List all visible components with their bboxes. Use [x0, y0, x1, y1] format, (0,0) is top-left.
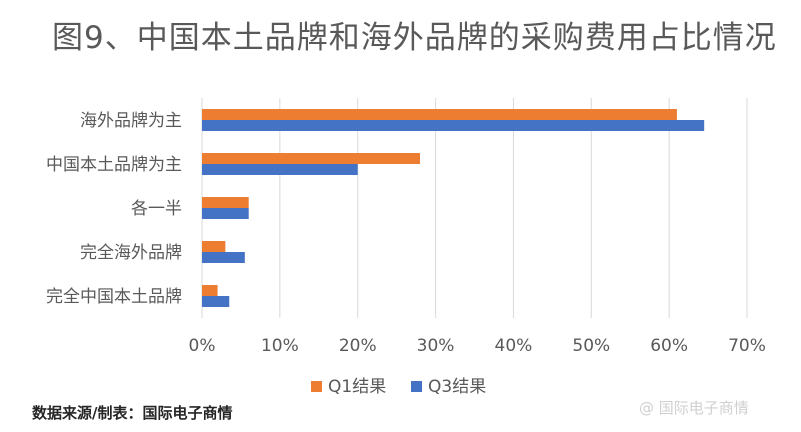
bar-q3-0: [202, 120, 705, 131]
x-tick-label: 50%: [572, 336, 610, 356]
bar-q1-1: [202, 153, 420, 164]
bar-q1-0: [202, 109, 677, 120]
bar-q1-4: [202, 285, 218, 296]
bar-q3-3: [202, 252, 245, 263]
legend-swatch-q3: [411, 381, 422, 392]
legend: Q1结果 Q3结果: [311, 377, 486, 397]
category-label: 海外品牌为主: [80, 111, 182, 131]
x-tick-label: 20%: [339, 336, 377, 356]
bar-q3-1: [202, 164, 358, 175]
x-tick-label: 60%: [650, 336, 688, 356]
bar-q1-2: [202, 197, 249, 208]
category-label: 完全中国本土品牌: [46, 287, 182, 307]
bar-q3-4: [202, 296, 230, 307]
x-tick-label: 40%: [495, 336, 533, 356]
gridlines: [201, 98, 748, 318]
legend-label-q3: Q3结果: [428, 377, 486, 397]
category-label: 各一半: [131, 199, 182, 219]
category-label: 中国本土品牌为主: [46, 155, 182, 175]
bar-q3-2: [202, 208, 249, 219]
x-tick-label: 70%: [728, 336, 766, 356]
legend-label-q1: Q1结果: [328, 377, 386, 397]
x-tick-label: 0%: [189, 336, 216, 356]
x-axis-tick-labels: 0% 10% 20% 30% 40% 50% 60% 70%: [189, 336, 766, 356]
watermark: @ 国际电子商情: [639, 399, 749, 417]
category-label: 完全海外品牌: [80, 243, 182, 263]
bars: [202, 109, 705, 307]
bar-q1-3: [202, 241, 226, 252]
source-note: 数据来源/制表：国际电子商情: [32, 404, 233, 422]
x-tick-label: 30%: [417, 336, 455, 356]
legend-swatch-q1: [311, 381, 322, 392]
chart-title: 图9、中国本土品牌和海外品牌的采购费用占比情况: [52, 20, 777, 56]
x-tick-label: 10%: [261, 336, 299, 356]
